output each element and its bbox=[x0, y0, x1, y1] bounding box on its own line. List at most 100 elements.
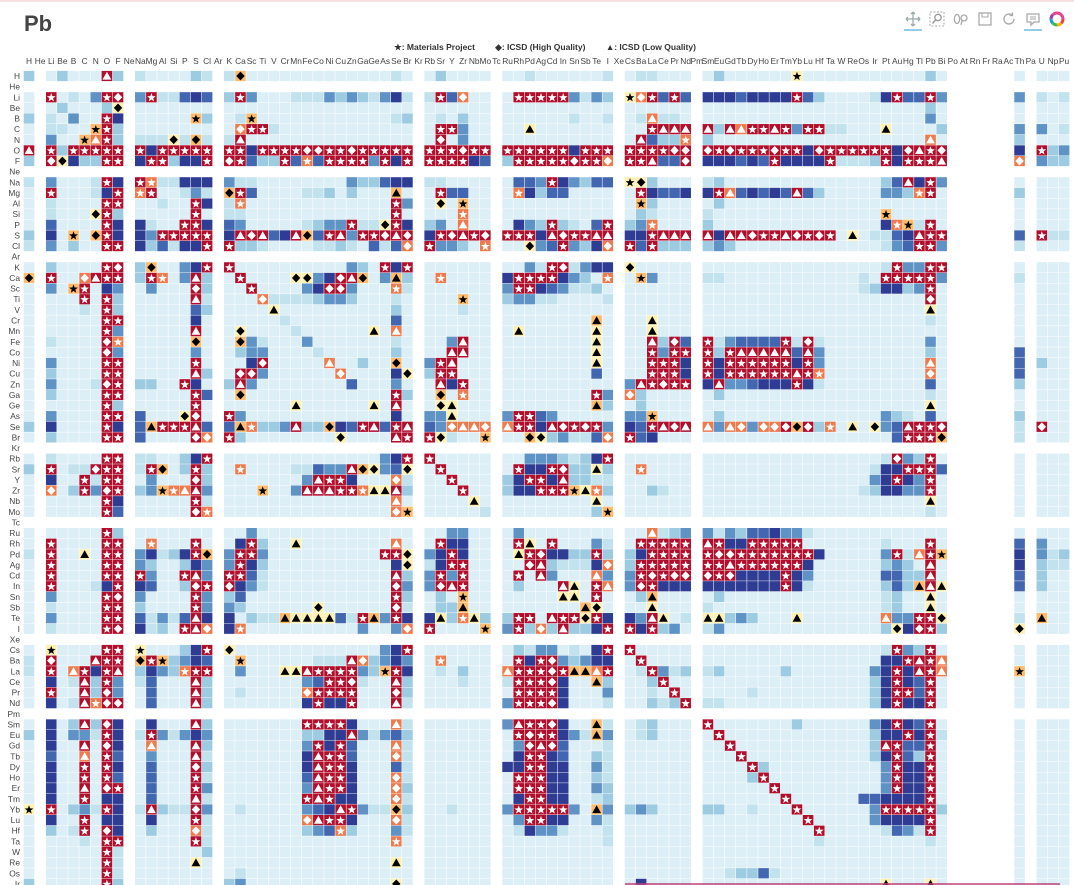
heatmap-cell[interactable] bbox=[146, 283, 157, 294]
heatmap-cell[interactable] bbox=[446, 527, 458, 539]
heatmap-cell[interactable] bbox=[591, 304, 602, 315]
heatmap-cell[interactable] bbox=[791, 506, 803, 517]
heatmap-cell[interactable] bbox=[1036, 198, 1048, 209]
heatmap-cell[interactable] bbox=[402, 496, 413, 507]
heatmap-cell[interactable] bbox=[224, 294, 235, 305]
heatmap-cell[interactable] bbox=[747, 496, 758, 507]
heatmap-cell[interactable] bbox=[112, 134, 124, 145]
heatmap-cell[interactable] bbox=[914, 506, 925, 517]
heatmap-cell[interactable] bbox=[368, 198, 380, 209]
heatmap-cell[interactable] bbox=[1036, 496, 1048, 507]
heatmap-cell[interactable] bbox=[268, 527, 280, 539]
heatmap-cell[interactable] bbox=[569, 283, 580, 294]
heatmap-cell[interactable] bbox=[335, 379, 346, 390]
heatmap-cell[interactable] bbox=[758, 134, 769, 145]
heatmap-cell[interactable] bbox=[480, 496, 491, 507]
heatmap-cell[interactable] bbox=[168, 655, 179, 666]
heatmap-cell[interactable] bbox=[802, 379, 814, 390]
heatmap-cell[interactable] bbox=[179, 527, 191, 539]
heatmap-cell[interactable] bbox=[747, 70, 758, 82]
heatmap-cell[interactable] bbox=[724, 315, 736, 326]
heatmap-cell[interactable] bbox=[880, 368, 892, 379]
heatmap-cell[interactable] bbox=[591, 623, 602, 634]
heatmap-cell[interactable] bbox=[379, 570, 391, 581]
heatmap-cell[interactable] bbox=[669, 113, 680, 124]
heatmap-cell[interactable] bbox=[858, 464, 870, 475]
heatmap-cell[interactable] bbox=[602, 400, 614, 411]
heatmap-cell[interactable] bbox=[313, 453, 324, 464]
heatmap-cell[interactable] bbox=[758, 283, 769, 294]
heatmap-cell[interactable] bbox=[802, 527, 814, 539]
heatmap-cell[interactable] bbox=[813, 474, 825, 486]
heatmap-cell[interactable] bbox=[858, 421, 870, 432]
heatmap-cell[interactable] bbox=[201, 92, 213, 103]
heatmap-cell[interactable] bbox=[769, 336, 781, 347]
heatmap-cell[interactable] bbox=[813, 177, 825, 188]
heatmap-cell[interactable] bbox=[502, 262, 513, 273]
heatmap-cell[interactable] bbox=[424, 581, 435, 592]
heatmap-cell[interactable] bbox=[23, 549, 35, 560]
heatmap-cell[interactable] bbox=[624, 294, 636, 305]
heatmap-cell[interactable] bbox=[1058, 198, 1070, 209]
heatmap-cell[interactable] bbox=[758, 602, 769, 613]
heatmap-cell[interactable] bbox=[480, 368, 491, 379]
heatmap-cell[interactable] bbox=[836, 506, 847, 517]
heatmap-cell[interactable] bbox=[569, 400, 580, 411]
heatmap-cell[interactable] bbox=[580, 389, 591, 400]
heatmap-cell[interactable] bbox=[858, 272, 870, 284]
heatmap-cell[interactable] bbox=[1058, 134, 1070, 145]
heatmap-cell[interactable] bbox=[925, 102, 936, 113]
heatmap-cell[interactable] bbox=[891, 155, 903, 167]
heatmap-cell[interactable] bbox=[268, 262, 280, 273]
heatmap-cell[interactable] bbox=[446, 294, 458, 305]
heatmap-cell[interactable] bbox=[825, 474, 836, 486]
heatmap-cell[interactable] bbox=[313, 187, 324, 199]
heatmap-cell[interactable] bbox=[1036, 124, 1048, 135]
heatmap-cell[interactable] bbox=[90, 485, 102, 496]
heatmap-cell[interactable] bbox=[769, 400, 781, 411]
heatmap-cell[interactable] bbox=[79, 581, 90, 592]
heatmap-cell[interactable] bbox=[368, 294, 380, 305]
heatmap-cell[interactable] bbox=[1014, 432, 1025, 443]
heatmap-cell[interactable] bbox=[168, 283, 179, 294]
heatmap-cell[interactable] bbox=[836, 294, 847, 305]
heatmap-cell[interactable] bbox=[112, 124, 124, 135]
heatmap-cell[interactable] bbox=[502, 368, 513, 379]
heatmap-cell[interactable] bbox=[435, 219, 447, 230]
heatmap-cell[interactable] bbox=[880, 570, 892, 581]
heatmap-cell[interactable] bbox=[569, 198, 580, 209]
heatmap-cell[interactable] bbox=[57, 113, 68, 124]
heatmap-cell[interactable] bbox=[23, 336, 35, 347]
heatmap-cell[interactable] bbox=[257, 187, 269, 199]
heatmap-cell[interactable] bbox=[224, 177, 235, 188]
heatmap-cell[interactable] bbox=[1047, 581, 1059, 592]
heatmap-cell[interactable] bbox=[157, 347, 168, 358]
heatmap-cell[interactable] bbox=[257, 209, 269, 220]
heatmap-cell[interactable] bbox=[1036, 272, 1048, 284]
heatmap-cell[interactable] bbox=[368, 177, 380, 188]
heatmap-cell[interactable] bbox=[624, 102, 636, 113]
heatmap-cell[interactable] bbox=[201, 272, 213, 284]
heatmap-cell[interactable] bbox=[246, 70, 257, 82]
heatmap-cell[interactable] bbox=[301, 134, 313, 145]
heatmap-cell[interactable] bbox=[635, 400, 647, 411]
heatmap-cell[interactable] bbox=[891, 283, 903, 294]
heatmap-cell[interactable] bbox=[658, 527, 669, 539]
heatmap-cell[interactable] bbox=[535, 347, 547, 358]
heatmap-cell[interactable] bbox=[179, 272, 191, 284]
heatmap-cell[interactable] bbox=[724, 496, 736, 507]
heatmap-cell[interactable] bbox=[368, 538, 380, 549]
heatmap-cell[interactable] bbox=[424, 134, 435, 145]
heatmap-cell[interactable] bbox=[546, 357, 558, 369]
heatmap-cell[interactable] bbox=[480, 70, 491, 82]
heatmap-cell[interactable] bbox=[379, 272, 391, 284]
heatmap-cell[interactable] bbox=[390, 368, 402, 379]
heatmap-cell[interactable] bbox=[936, 315, 947, 326]
heatmap-cell[interactable] bbox=[736, 411, 747, 422]
heatmap-cell[interactable] bbox=[713, 113, 725, 124]
heatmap-cell[interactable] bbox=[357, 453, 369, 464]
heatmap-cell[interactable] bbox=[424, 262, 435, 273]
heatmap-cell[interactable] bbox=[23, 570, 35, 581]
heatmap-cell[interactable] bbox=[624, 230, 636, 241]
heatmap-cell[interactable] bbox=[902, 644, 914, 656]
